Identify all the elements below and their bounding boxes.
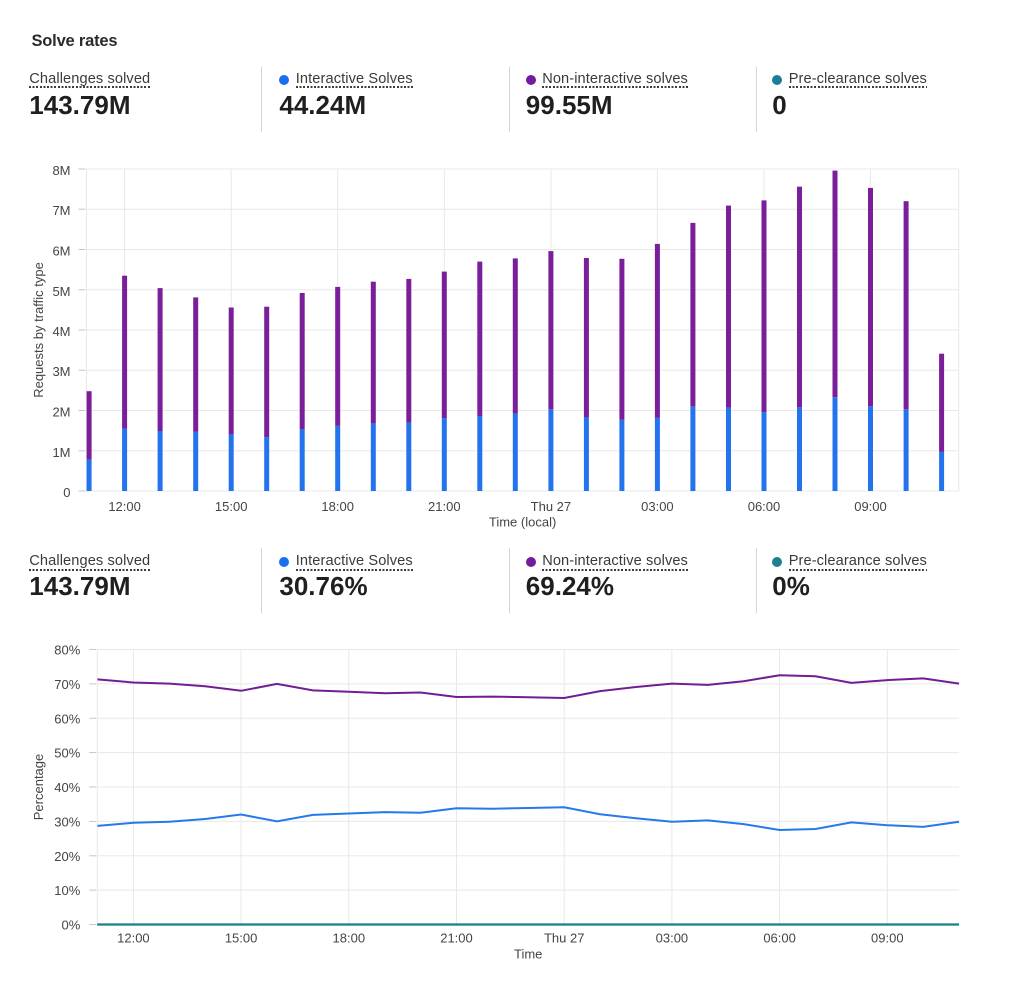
svg-text:2M: 2M [52, 405, 70, 420]
svg-text:Requests by traffic type: Requests by traffic type [31, 262, 46, 398]
svg-text:10%: 10% [54, 883, 80, 898]
svg-text:0%: 0% [62, 918, 81, 933]
svg-text:18:00: 18:00 [321, 499, 354, 514]
svg-text:15:00: 15:00 [215, 499, 248, 514]
svg-text:18:00: 18:00 [333, 931, 366, 946]
svg-text:06:00: 06:00 [748, 499, 781, 514]
svg-text:40%: 40% [54, 780, 80, 795]
svg-text:Time: Time [514, 947, 542, 962]
svg-text:03:00: 03:00 [641, 499, 674, 514]
svg-text:60%: 60% [54, 711, 80, 726]
svg-text:12:00: 12:00 [108, 499, 141, 514]
svg-text:09:00: 09:00 [854, 499, 887, 514]
svg-text:12:00: 12:00 [117, 931, 150, 946]
svg-text:Thu 27: Thu 27 [544, 931, 584, 946]
svg-text:80%: 80% [54, 643, 80, 658]
svg-text:7M: 7M [52, 203, 70, 218]
svg-text:03:00: 03:00 [656, 931, 689, 946]
svg-text:5M: 5M [52, 284, 70, 299]
svg-text:21:00: 21:00 [428, 499, 461, 514]
svg-text:50%: 50% [54, 746, 80, 761]
svg-text:20%: 20% [54, 849, 80, 864]
svg-text:3M: 3M [52, 364, 70, 379]
svg-text:1M: 1M [52, 445, 70, 460]
svg-text:30%: 30% [54, 814, 80, 829]
svg-text:8M: 8M [52, 163, 70, 178]
svg-text:6M: 6M [52, 244, 70, 259]
svg-text:Percentage: Percentage [31, 754, 46, 821]
svg-text:70%: 70% [54, 677, 80, 692]
svg-text:0: 0 [63, 485, 70, 500]
svg-text:21:00: 21:00 [440, 931, 473, 946]
svg-text:Time (local): Time (local) [489, 515, 556, 530]
svg-text:4M: 4M [52, 324, 70, 339]
svg-text:09:00: 09:00 [871, 931, 904, 946]
svg-text:06:00: 06:00 [763, 931, 796, 946]
svg-text:15:00: 15:00 [225, 931, 258, 946]
svg-text:Thu 27: Thu 27 [531, 499, 571, 514]
